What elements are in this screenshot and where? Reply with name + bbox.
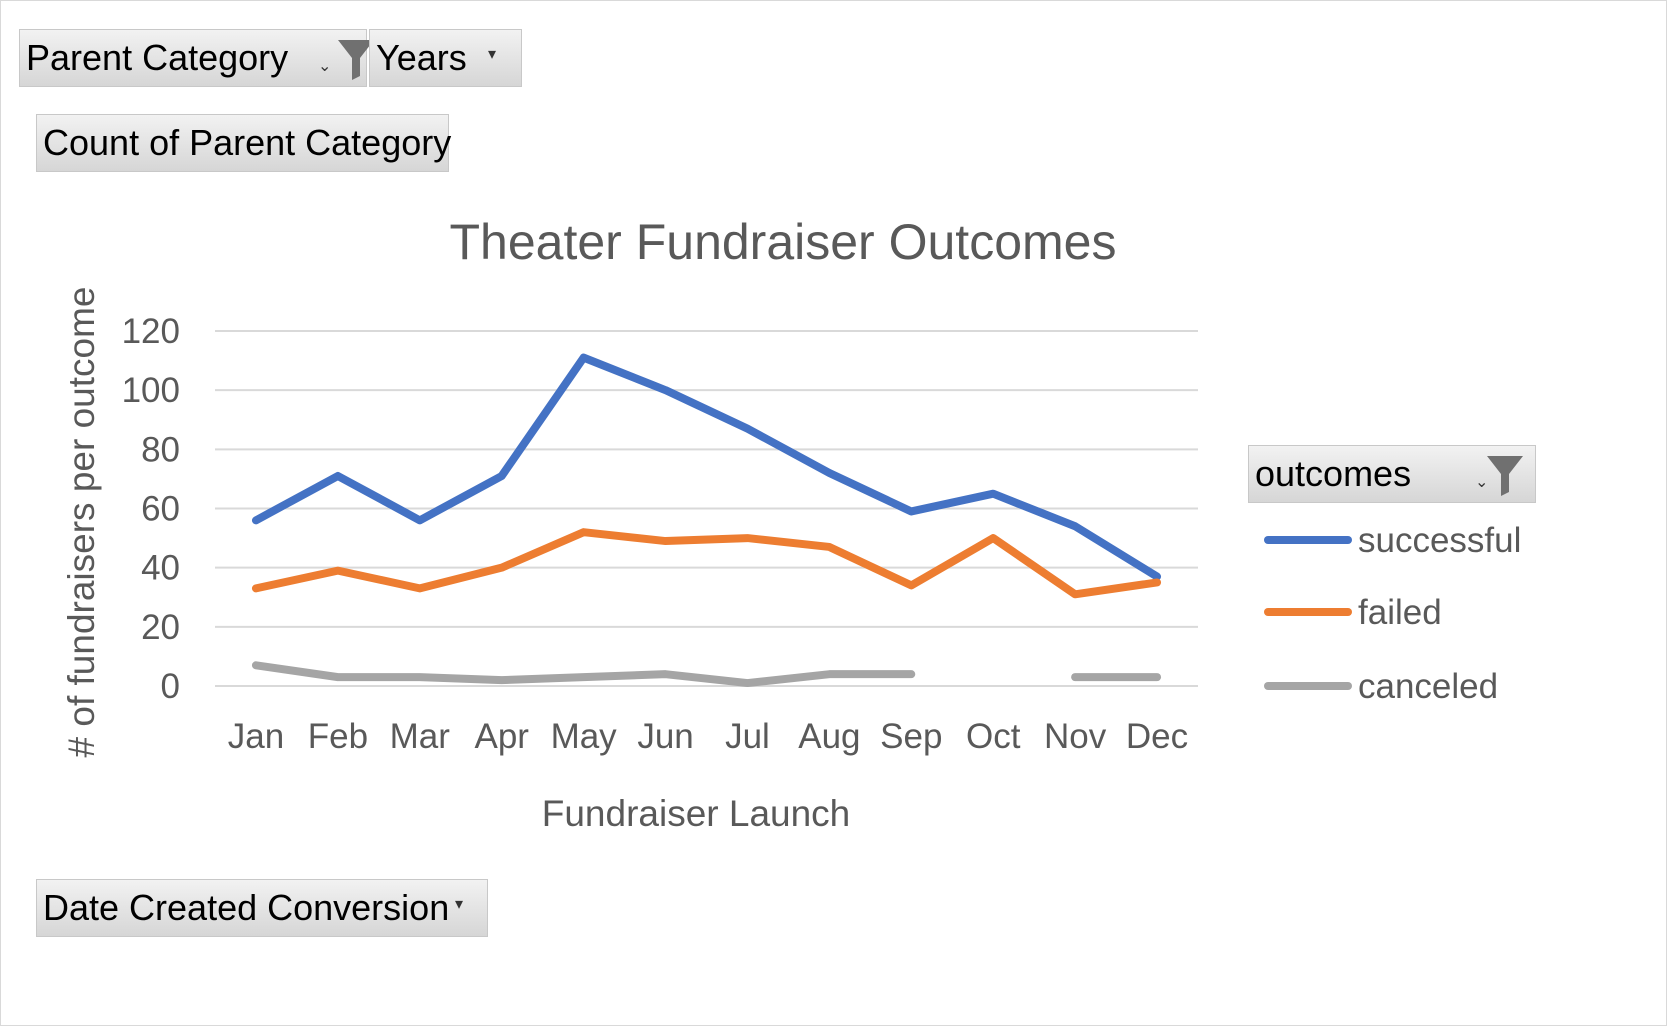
- legend-label-canceled: canceled: [1358, 667, 1498, 706]
- x-tick-label: Jan: [228, 717, 284, 756]
- y-tick-label: 0: [161, 667, 180, 706]
- x-tick-label: Nov: [1044, 717, 1107, 756]
- x-tick-label: May: [551, 717, 618, 756]
- y-tick-label: 100: [122, 371, 180, 410]
- x-tick-label: Oct: [966, 717, 1021, 756]
- y-tick-label: 20: [141, 608, 180, 647]
- y-tick-label: 80: [141, 430, 180, 469]
- x-tick-label: Dec: [1126, 717, 1188, 756]
- y-tick-label: 40: [141, 549, 180, 588]
- x-axis-title: Fundraiser Launch: [542, 793, 851, 834]
- x-tick-label: Aug: [798, 717, 860, 756]
- y-axis-title: # of fundraisers per outcome: [61, 287, 102, 758]
- x-tick-label: Sep: [880, 717, 942, 756]
- legend-label-successful: successful: [1358, 521, 1521, 560]
- y-tick-label: 60: [141, 490, 180, 529]
- series-line-failed: [256, 532, 1157, 594]
- y-tick-label: 120: [122, 312, 180, 351]
- x-tick-label: Mar: [390, 717, 451, 756]
- legend-label-failed: failed: [1358, 593, 1442, 632]
- x-tick-label: Jun: [637, 717, 693, 756]
- x-tick-label: Feb: [308, 717, 368, 756]
- series-line-canceled: [256, 665, 911, 683]
- x-tick-label: Apr: [474, 717, 529, 756]
- chart-title: Theater Fundraiser Outcomes: [450, 214, 1117, 270]
- x-tick-label: Jul: [725, 717, 770, 756]
